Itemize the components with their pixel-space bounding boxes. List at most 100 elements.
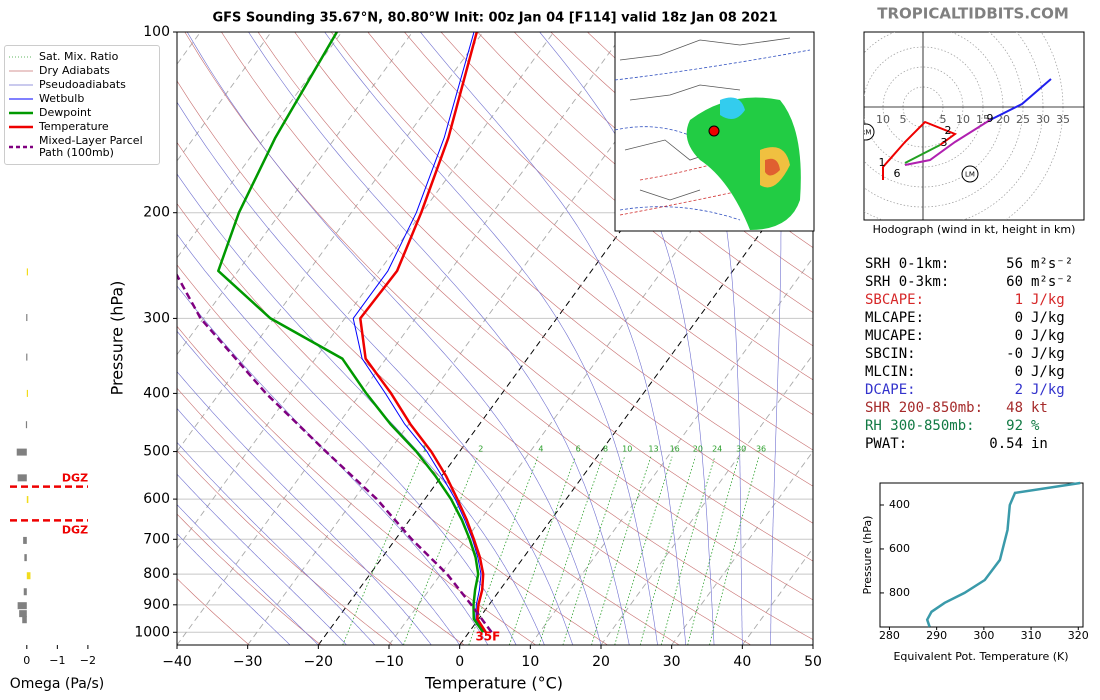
omega-bar <box>19 610 27 618</box>
dry-adiabat <box>177 513 322 645</box>
skewt-frame <box>176 31 814 646</box>
dry-adiabat <box>177 141 751 645</box>
x-tick-label: 0 <box>455 654 464 670</box>
x-tick-label: 10 <box>521 654 539 670</box>
legend-entry: Dewpoint <box>7 107 157 119</box>
dry-adiabat <box>440 32 813 347</box>
mixing-ratio-label: 36 <box>756 444 766 453</box>
profile-line <box>352 32 485 633</box>
mixing-ratio-label: 24 <box>712 444 722 453</box>
omega-bar <box>26 268 28 276</box>
pseudoadiabat <box>177 233 517 645</box>
title: GFS Sounding 35.67°N, 80.80°W Init: 00z … <box>212 11 777 26</box>
mixing-ratio-line <box>538 456 604 645</box>
legend-label: Temperature <box>39 120 109 133</box>
legend-label: Pseudoadiabats <box>39 78 126 91</box>
legend-swatch <box>9 145 33 149</box>
dry-adiabat <box>367 32 813 415</box>
pseudoadiabat <box>177 533 291 645</box>
pseudoadiabat <box>539 32 715 645</box>
param-value: 56 <box>1006 256 1023 272</box>
y-tick-label: 100 <box>143 24 170 40</box>
param-label: PWAT: <box>865 436 907 452</box>
dry-adiabat <box>404 32 813 381</box>
mixing-ratio-line <box>709 456 760 645</box>
param-label: MLCAPE: <box>865 310 924 326</box>
pseudoadiabat <box>177 407 404 645</box>
param-value: 48 <box>1006 400 1023 416</box>
param-unit: m²s⁻² <box>1031 256 1073 272</box>
pseudoadiabat <box>177 504 319 645</box>
legend-swatch <box>9 98 33 100</box>
storm-motion-label: RM <box>861 129 872 137</box>
hodograph-line <box>989 78 1052 121</box>
thetae-x-tick-label: 280 <box>879 629 900 642</box>
surface-temp-label: 35F <box>475 630 500 644</box>
storm-motion-marker <box>961 165 979 183</box>
y-tick-label: 300 <box>143 310 170 326</box>
pseudoadiabat <box>177 330 460 645</box>
y-tick-label: 700 <box>143 531 170 547</box>
param-value: 60 <box>1006 274 1023 290</box>
profile-line <box>359 32 487 633</box>
mixing-ratio-label: 6 <box>576 444 581 453</box>
param-unit: J/kg <box>1031 310 1065 326</box>
param-unit: J/kg <box>1031 292 1065 308</box>
mixing-ratio-line <box>614 456 673 645</box>
dry-adiabat <box>177 80 813 640</box>
legend-entry: Dry Adiabats <box>7 65 157 77</box>
param-label: SHR 200-850mb: <box>865 400 983 416</box>
y-tick-label: 900 <box>143 597 170 613</box>
omega-bar <box>26 496 29 504</box>
param-label: RH 300-850mb: <box>865 418 975 434</box>
param-label: SRH 0-1km: <box>865 256 949 272</box>
pseudoadiabat <box>667 32 743 645</box>
profile-line <box>217 32 485 634</box>
isotherm <box>177 32 625 645</box>
dry-adiabat <box>477 32 813 313</box>
y-tick-label: 500 <box>143 444 170 460</box>
hodograph-ring-label: 10 <box>876 113 890 126</box>
legend-label: Dry Adiabats <box>39 64 110 77</box>
isotherm <box>177 32 413 356</box>
x-tick-label: −40 <box>162 654 192 670</box>
param-unit: m²s⁻² <box>1031 274 1073 290</box>
x-tick-label: 20 <box>592 654 610 670</box>
pseudoadiabat <box>177 441 376 645</box>
pseudoadiabat <box>420 32 687 645</box>
param-unit: J/kg <box>1031 346 1065 362</box>
hodograph-height-label: 2 <box>945 124 952 137</box>
isotherm <box>177 32 343 259</box>
isotherm <box>177 32 555 549</box>
y-tick-label: 400 <box>143 385 170 401</box>
hodograph-ring-label: 5 <box>940 113 947 126</box>
hodograph-caption: Hodograph (wind in kt, height in km) <box>873 223 1076 236</box>
dry-adiabat <box>513 32 813 281</box>
thetae-line <box>925 481 1081 628</box>
param-value: -0 <box>1006 346 1023 362</box>
mixing-ratio-line <box>342 456 422 645</box>
omega-bar <box>26 353 28 361</box>
pseudoadiabat <box>186 32 602 645</box>
thetae-x-tick-label: 310 <box>1021 629 1042 642</box>
dry-adiabat <box>330 32 813 451</box>
thetae-y-label: Pressure (hPa) <box>861 516 874 595</box>
thetae-y-tick-label: 800 <box>889 586 910 599</box>
y-tick-label: 200 <box>143 205 170 221</box>
legend-swatch <box>9 70 33 72</box>
param-value: 0.54 <box>989 436 1023 452</box>
dry-adiabat <box>177 578 250 645</box>
omega-bar <box>17 602 27 610</box>
omega-bar <box>26 314 28 322</box>
param-unit: kt <box>1031 400 1048 416</box>
x-tick-label: −30 <box>233 654 263 670</box>
omega-x-label: Omega (Pa/s) <box>10 676 105 692</box>
x-tick-label: −10 <box>374 654 404 670</box>
mixing-ratio-label: 30 <box>736 444 746 453</box>
omega-x-tick-label: −1 <box>49 654 65 667</box>
param-label: DCAPE: <box>865 382 916 398</box>
hodograph-ring-label: 30 <box>1036 113 1050 126</box>
hodograph-height-label: 6 <box>894 167 901 180</box>
param-label: SBCIN: <box>865 346 916 362</box>
